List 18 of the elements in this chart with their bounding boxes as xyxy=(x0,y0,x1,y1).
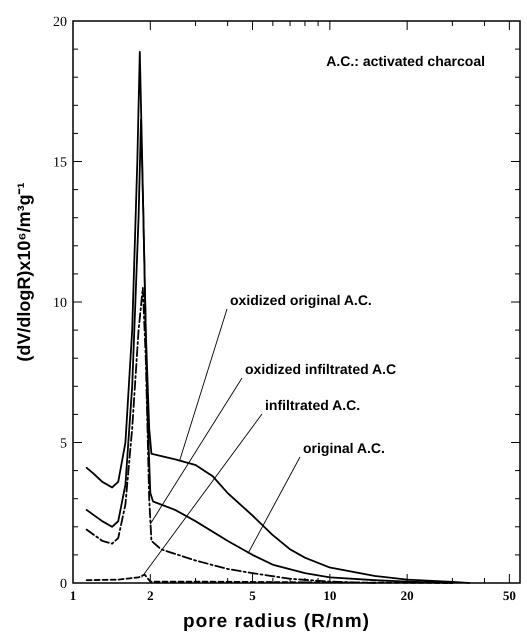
annotation: infiltrated A.C. xyxy=(265,397,360,413)
annotation: oxidized infiltrated A.C xyxy=(245,361,396,377)
x-axis-title: pore radius (R/nm) xyxy=(183,611,370,632)
x-tick-label: 10 xyxy=(323,588,336,603)
y-tick-label: 20 xyxy=(53,15,67,30)
x-tick-label: 1 xyxy=(70,588,76,603)
y-tick-label: 10 xyxy=(53,296,67,311)
annotation: original A.C. xyxy=(303,440,385,456)
x-tick-label: 5 xyxy=(249,588,256,603)
y-tick-label: 15 xyxy=(53,156,67,170)
y-tick-label: 0 xyxy=(60,577,67,592)
annotation: oxidized original A.C. xyxy=(230,292,372,308)
y-tick-label: 5 xyxy=(60,436,67,452)
x-tick-label: 20 xyxy=(400,588,414,603)
x-tick-label: 50 xyxy=(502,588,516,603)
annotation: A.C.: activated charcoal xyxy=(326,53,485,69)
y-axis-title: (dV/dlogR)x10⁶/m³g⁻¹ xyxy=(14,182,34,362)
x-tick-label: 2 xyxy=(147,588,154,603)
